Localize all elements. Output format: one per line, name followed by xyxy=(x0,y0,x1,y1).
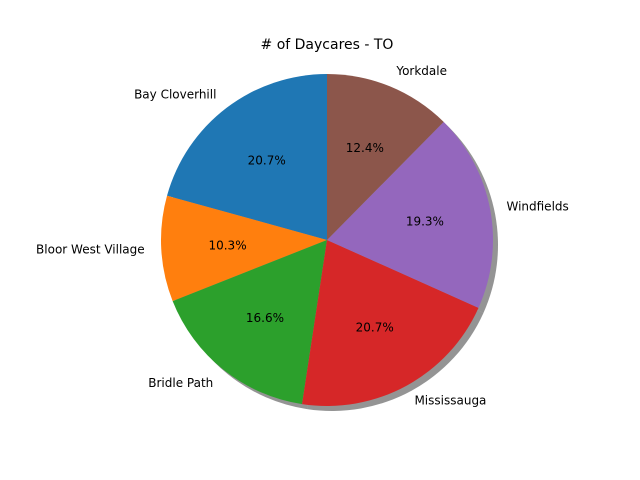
pie-slice-bloor-west-village xyxy=(160,195,327,302)
slice-label-windfields: Windfields xyxy=(506,199,568,213)
slice-label-bridle-path: Bridle Path xyxy=(148,376,213,390)
slice-percent-mississauga: 20.7% xyxy=(356,320,394,334)
slice-percent-windfields: 19.3% xyxy=(406,215,444,229)
chart-title: # of Daycares - TO xyxy=(261,37,394,53)
pie-labels: Bay Cloverhill 20.7% Bloor West Village 10.… xyxy=(36,64,569,407)
pie-slice-yorkdale xyxy=(327,74,444,240)
slice-percent-bloor-west-village: 10.3% xyxy=(208,238,246,252)
slice-label-yorkdale: Yorkdale xyxy=(395,64,447,78)
pie-slice-mississauga xyxy=(302,240,479,406)
pie-slice-windfields xyxy=(327,121,493,308)
pie-slice-bay-cloverhill xyxy=(167,74,327,240)
slice-label-bloor-west-village: Bloor West Village xyxy=(36,243,145,257)
slice-label-mississauga: Mississauga xyxy=(414,393,486,407)
slice-percent-bay-cloverhill: 20.7% xyxy=(248,154,286,168)
slice-percent-yorkdale: 12.4% xyxy=(346,141,384,155)
pie-slices xyxy=(160,74,493,406)
slice-percent-bridle-path: 16.6% xyxy=(246,311,284,325)
pie-slice-bridle-path xyxy=(172,240,327,405)
slice-label-bay-cloverhill: Bay Cloverhill xyxy=(134,88,216,102)
